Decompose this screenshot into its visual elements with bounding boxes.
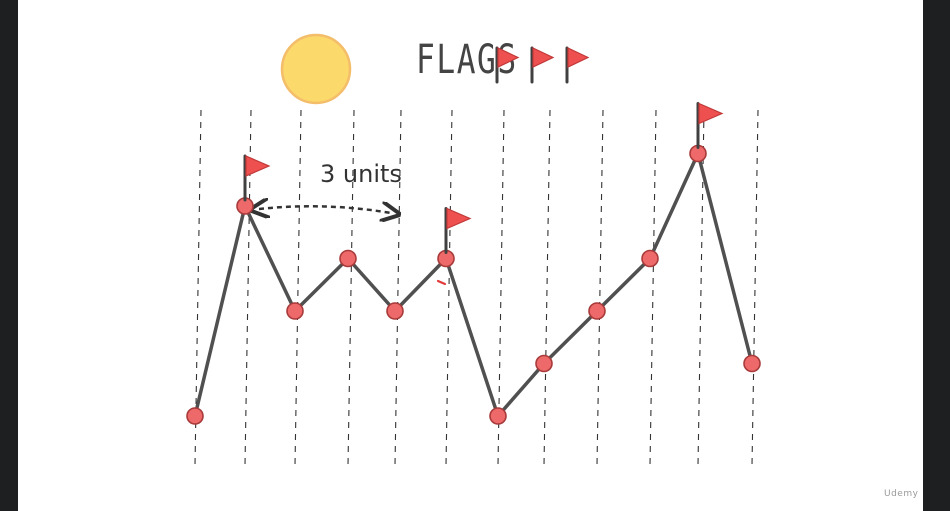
sun-icon — [280, 33, 352, 105]
title-flag-icon — [530, 46, 555, 84]
udemy-watermark: Udemy — [884, 489, 919, 499]
guide-line — [649, 109, 657, 466]
guide-line — [596, 109, 604, 466]
guide-line — [294, 109, 302, 466]
data-point — [339, 249, 357, 268]
guide-line — [543, 109, 551, 466]
data-point — [186, 407, 204, 425]
data-point — [641, 249, 659, 268]
peak-flag-icon — [243, 154, 271, 202]
data-points — [186, 144, 761, 425]
guide-line — [751, 109, 759, 466]
data-point — [743, 354, 761, 373]
stray-mark — [436, 279, 447, 286]
distance-arrow — [259, 206, 391, 213]
series-line — [193, 151, 754, 418]
data-point — [588, 302, 606, 320]
title-flag-icon — [495, 46, 520, 84]
peak-flags — [243, 102, 724, 286]
title-flags — [495, 46, 590, 84]
data-point — [286, 302, 304, 320]
guide-line — [347, 109, 355, 466]
data-point — [535, 354, 553, 373]
title-flag-icon — [565, 46, 590, 84]
slide-canvas: FLAGS 3 units Udemy — [18, 0, 923, 511]
guide-line — [445, 109, 453, 466]
guide-lines — [194, 109, 759, 466]
guide-line — [394, 109, 402, 466]
distance-label: 3 units — [320, 160, 402, 188]
peak-flag-icon — [696, 102, 724, 149]
peak-flag-icon — [444, 207, 472, 254]
data-point — [489, 407, 507, 425]
data-point — [386, 302, 404, 320]
